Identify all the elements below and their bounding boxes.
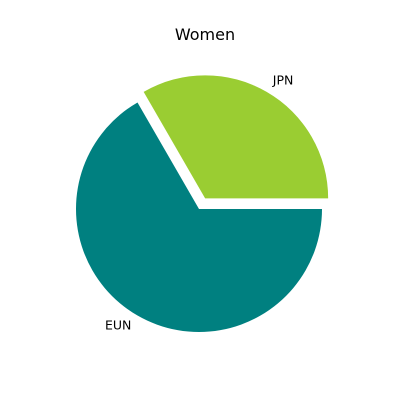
pie-label-jpn: JPN bbox=[272, 73, 294, 88]
pie-slice-eun bbox=[75, 102, 322, 333]
pie-slice-jpn bbox=[143, 75, 329, 199]
chart-title: Women bbox=[175, 25, 235, 44]
pie-labels: JPN EUN bbox=[105, 73, 293, 333]
pie-label-eun: EUN bbox=[105, 318, 131, 333]
pie-slices bbox=[75, 75, 329, 333]
